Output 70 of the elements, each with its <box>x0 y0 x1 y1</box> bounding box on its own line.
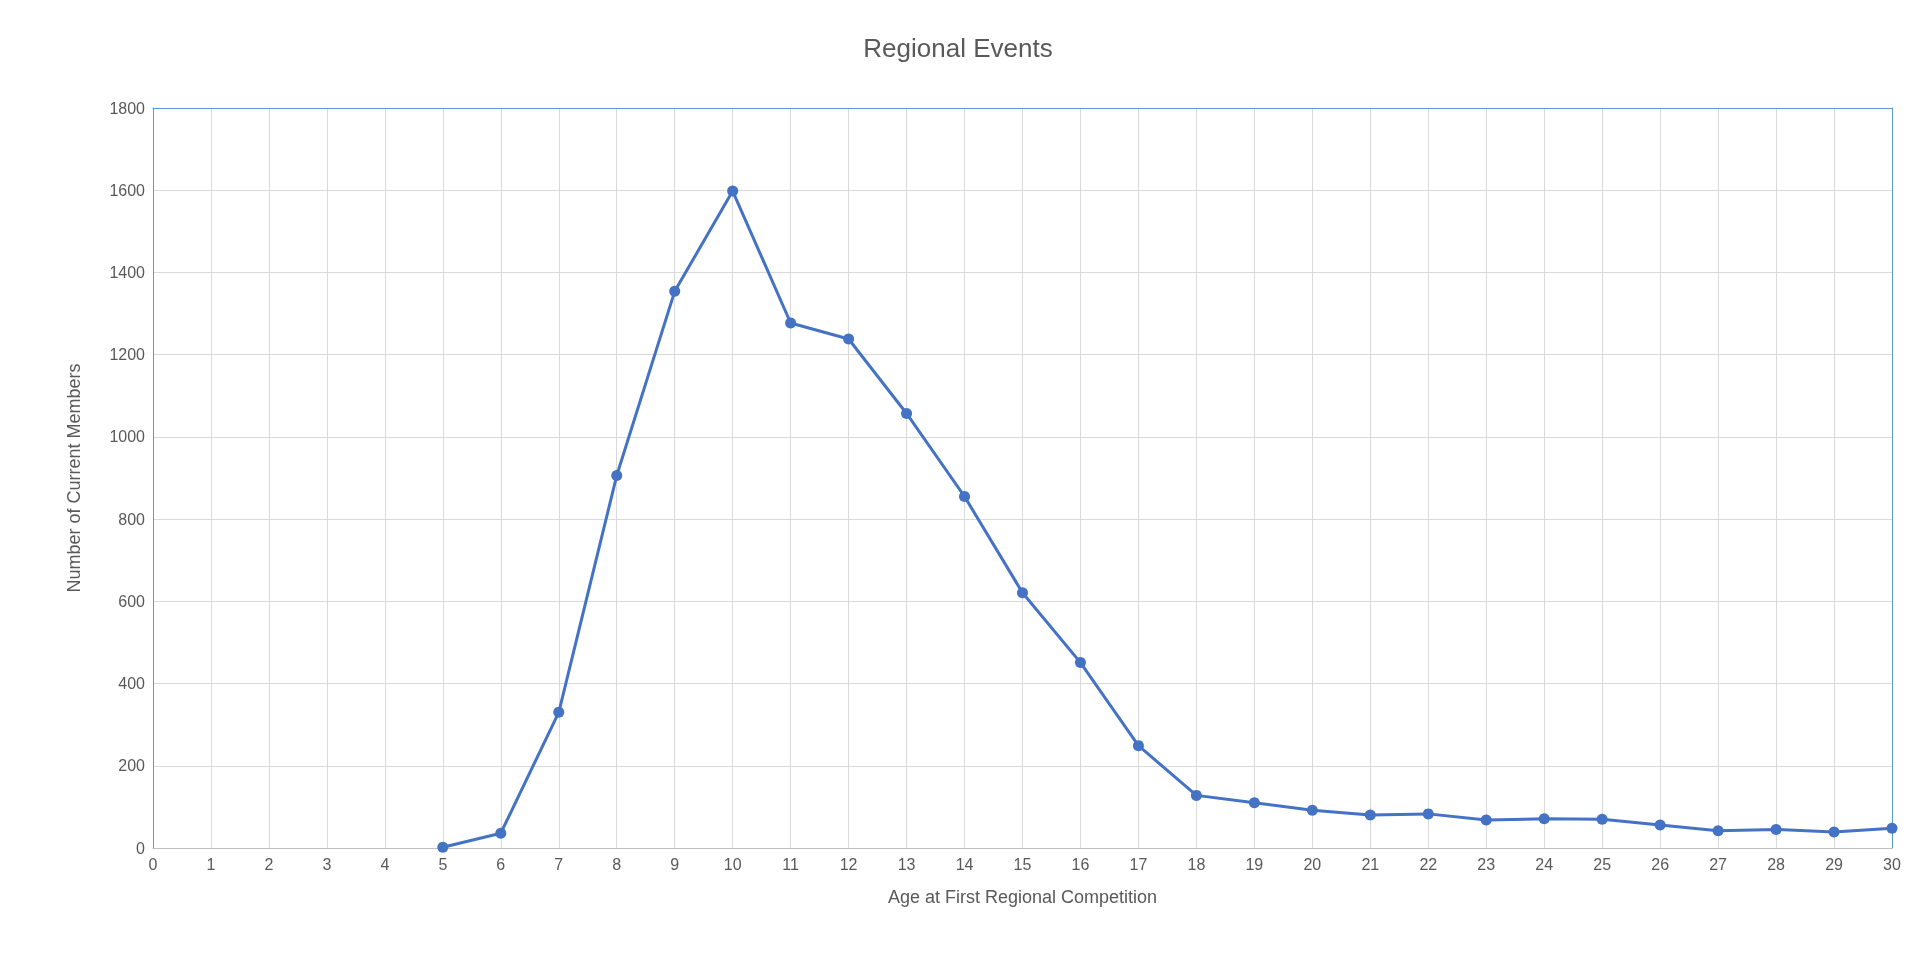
point <box>843 333 855 345</box>
point <box>901 407 913 419</box>
point <box>1480 814 1492 826</box>
x-tick-label: 15 <box>1013 855 1032 873</box>
x-tick-label: 3 <box>322 855 332 873</box>
x-tick-label: 29 <box>1825 855 1844 873</box>
y-tick-label: 1600 <box>109 181 146 199</box>
x-tick-label: 9 <box>670 855 680 873</box>
x-tick-label: 12 <box>839 855 858 873</box>
x-tick-label: 21 <box>1361 855 1380 873</box>
chart-title: Regional Events <box>863 33 1053 63</box>
x-tick-label: 20 <box>1303 855 1322 873</box>
point <box>1654 819 1666 831</box>
point <box>727 185 739 197</box>
x-tick-label: 30 <box>1883 855 1901 873</box>
x-tick-label: 23 <box>1477 855 1496 873</box>
point <box>1190 789 1202 801</box>
point <box>611 470 623 482</box>
x-tick-label: 5 <box>438 855 448 873</box>
point <box>437 841 449 853</box>
x-tick-label: 1 <box>206 855 216 873</box>
y-tick-label: 600 <box>118 592 146 610</box>
point <box>1538 813 1550 825</box>
point <box>785 317 797 329</box>
y-tick-label: 1000 <box>109 428 146 446</box>
point <box>1886 822 1898 834</box>
x-tick-label: 4 <box>380 855 390 873</box>
x-tick-label: 2 <box>264 855 274 873</box>
point <box>669 285 681 297</box>
x-tick-label: 26 <box>1651 855 1670 873</box>
x-tick-label: 7 <box>554 855 564 873</box>
x-tick-label: 25 <box>1593 855 1612 873</box>
point <box>1828 826 1840 838</box>
point <box>1074 657 1086 669</box>
point <box>1248 797 1260 809</box>
x-tick-label: 8 <box>612 855 622 873</box>
x-axis-title: Age at First Regional Competition <box>887 887 1158 907</box>
y-tick-label: 1200 <box>109 346 146 364</box>
x-tick-label: 18 <box>1187 855 1206 873</box>
y-tick-label: 400 <box>118 675 146 693</box>
point <box>1132 740 1144 752</box>
x-tick-label: 13 <box>897 855 916 873</box>
x-tick-label: 16 <box>1071 855 1090 873</box>
x-tick-label: 28 <box>1767 855 1786 873</box>
point <box>1306 804 1318 816</box>
y-tick-label: 1400 <box>109 263 146 281</box>
x-tick-label: 22 <box>1419 855 1438 873</box>
point <box>1596 813 1608 825</box>
x-tick-label: 10 <box>723 855 742 873</box>
x-tick-label: 24 <box>1535 855 1554 873</box>
x-tick-label: 19 <box>1245 855 1264 873</box>
point <box>959 491 971 502</box>
x-tick-label: 14 <box>955 855 974 873</box>
x-tick-label: 0 <box>148 855 158 873</box>
y-axis-title: Number of Current Members <box>64 363 84 593</box>
point <box>495 827 507 839</box>
x-tick-label: 11 <box>782 855 800 873</box>
x-tick-label: 6 <box>496 855 506 873</box>
point <box>1712 825 1724 837</box>
y-tick-label: 0 <box>136 839 146 857</box>
y-tick-label: 800 <box>118 510 146 528</box>
y-tick-label: 200 <box>118 757 146 775</box>
y-tick-label: 1800 <box>109 99 146 117</box>
x-tick-label: 27 <box>1709 855 1728 873</box>
point <box>1364 809 1376 821</box>
point <box>1422 808 1434 820</box>
point <box>1770 824 1782 835</box>
point <box>553 706 565 718</box>
x-tick-label: 17 <box>1129 855 1148 873</box>
point <box>1017 587 1028 599</box>
